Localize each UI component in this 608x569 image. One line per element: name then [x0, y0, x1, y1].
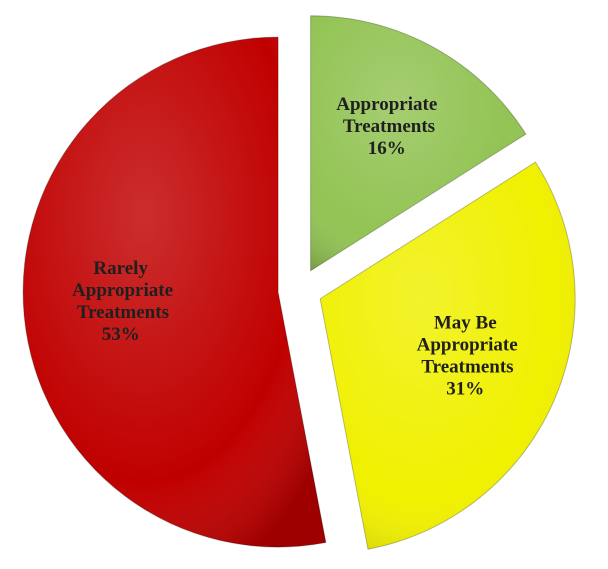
slice-shade: [319, 161, 576, 550]
slice-shade: [22, 36, 327, 548]
slice-label: May Be Appropriate Treatments: [413, 313, 518, 378]
slice-label: Appropriate Treatments: [336, 94, 437, 137]
value-label: 16%: [368, 138, 406, 159]
value-label: 53%: [102, 324, 140, 345]
slice-label: Rarely Appropriate Treatments: [68, 258, 173, 323]
slice-shade: [310, 15, 527, 272]
value-label: 31%: [446, 379, 484, 400]
